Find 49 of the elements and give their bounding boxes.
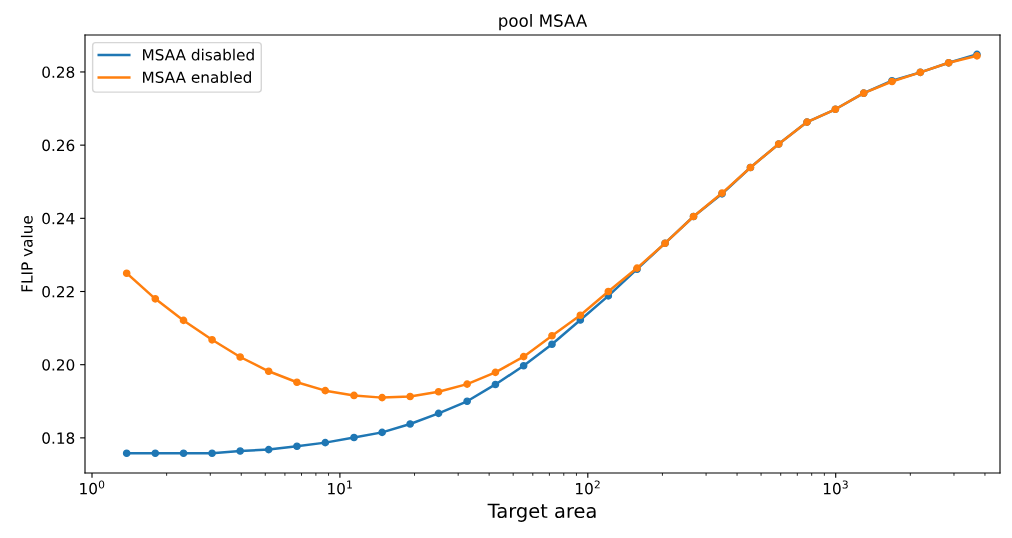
point: [406, 420, 414, 428]
point: [463, 397, 471, 406]
chart-title: pool MSAA: [499, 14, 588, 31]
point: [434, 387, 443, 396]
point: [179, 316, 188, 325]
point: [548, 331, 556, 340]
point: [179, 449, 188, 458]
point: [491, 368, 500, 377]
point: [548, 340, 556, 349]
x-tick-label: 10$^{3}$: [823, 480, 848, 495]
legend-label: MSAA disabled: [143, 48, 254, 61]
point: [406, 392, 414, 401]
point: [264, 367, 273, 376]
y-tick-label: 0.22: [42, 285, 74, 298]
x-tick-label: 10$^{1}$: [328, 480, 352, 495]
x-axis-title: Target area: [487, 503, 596, 522]
point: [434, 409, 443, 418]
point: [378, 393, 386, 402]
y-tick-label: 0.18: [42, 432, 75, 444]
y-tick-label: 0.20: [42, 359, 75, 371]
point: [491, 380, 500, 389]
point: [350, 391, 358, 400]
point: [122, 269, 131, 278]
point: [236, 447, 244, 455]
y-axis-title: FLIP value: [20, 216, 33, 292]
x-tick-label: 10$^{0}$: [80, 480, 105, 495]
point: [151, 449, 160, 458]
point: [293, 442, 301, 451]
x-tick-label: 10$^{2}$: [576, 480, 600, 495]
point: [576, 311, 585, 320]
y-tick-label: 0.26: [42, 139, 75, 152]
point: [321, 438, 330, 447]
y-tick-label: 0.24: [42, 212, 75, 225]
point: [208, 335, 216, 344]
point: [122, 449, 131, 458]
point: [236, 353, 244, 361]
point: [208, 449, 216, 458]
point: [519, 352, 528, 361]
point: [321, 386, 330, 395]
point: [350, 433, 358, 442]
point: [151, 295, 160, 303]
point: [519, 361, 528, 370]
point: [378, 428, 386, 437]
legend-label: MSAA enabled: [143, 71, 251, 83]
y-tick-label: 0.28: [42, 66, 75, 78]
point: [463, 380, 471, 388]
point: [604, 287, 613, 296]
point: [264, 445, 273, 454]
point: [293, 378, 301, 387]
